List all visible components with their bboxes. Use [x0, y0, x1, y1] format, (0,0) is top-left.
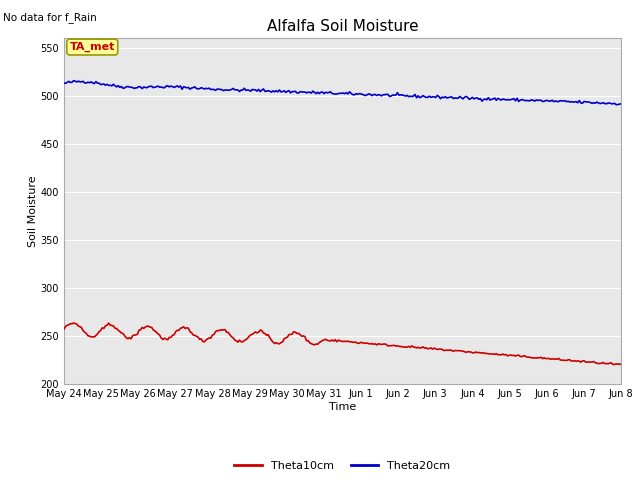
Text: TA_met: TA_met [70, 42, 115, 52]
Y-axis label: Soil Moisture: Soil Moisture [28, 175, 38, 247]
Legend: Theta10cm, Theta20cm: Theta10cm, Theta20cm [230, 456, 455, 475]
Title: Alfalfa Soil Moisture: Alfalfa Soil Moisture [267, 20, 418, 35]
Text: No data for f_Rain: No data for f_Rain [3, 12, 97, 23]
X-axis label: Time: Time [329, 402, 356, 412]
